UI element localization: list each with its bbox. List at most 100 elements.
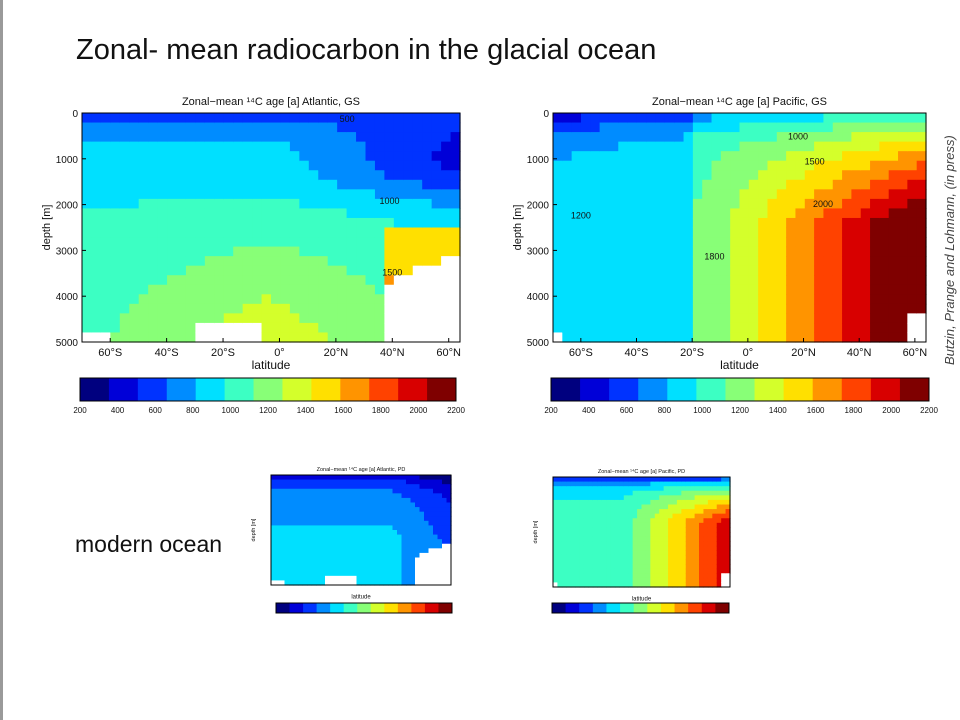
heatmap-cell (580, 122, 591, 133)
heatmap-cell (703, 477, 709, 483)
heatmap-cell (299, 113, 310, 124)
heatmap-cell (393, 322, 404, 334)
heatmap-cell (650, 545, 656, 551)
heatmap-cell (325, 548, 331, 554)
heatmap-cell (694, 532, 700, 538)
heatmap-cell (316, 484, 322, 490)
heatmap-cell (392, 475, 398, 481)
heatmap-cell (346, 303, 357, 314)
heatmap-cell (401, 534, 407, 540)
heatmap-cell (739, 198, 750, 210)
heatmap-cell (720, 151, 731, 162)
heatmap-cell (776, 227, 787, 238)
heatmap-cell (566, 495, 572, 501)
heatmap-cell (562, 189, 573, 200)
heatmap-cell (379, 557, 385, 563)
heatmap-cell (384, 332, 395, 343)
heatmap-cell (571, 284, 582, 295)
heatmap-cell (334, 475, 340, 481)
heatmap-cell (308, 313, 319, 324)
heatmap-cell (628, 527, 634, 533)
heatmap-cell (619, 522, 625, 529)
heatmap-cell (446, 548, 452, 554)
heatmap-cell (347, 562, 353, 568)
heatmap-cell (618, 170, 629, 181)
heatmap-cell (655, 151, 666, 162)
heatmap-cell (570, 554, 576, 561)
heatmap-cell (223, 179, 234, 190)
heatmap-cell (91, 303, 102, 314)
heatmap-cell (804, 284, 815, 295)
heatmap-cell (412, 179, 423, 190)
heatmap-cell (82, 179, 93, 190)
heatmap-cell (804, 256, 815, 267)
contour-label: 1800 (704, 252, 724, 262)
heatmap-cell (393, 179, 404, 190)
heatmap-cell (712, 550, 718, 556)
heatmap-cell (424, 507, 430, 513)
heatmap-cell (347, 571, 353, 577)
heatmap-cell (361, 552, 367, 559)
heatmap-cell (601, 513, 607, 519)
heatmap-cell (338, 493, 344, 499)
heatmap-cell (289, 313, 300, 324)
heatmap-cell (699, 554, 705, 561)
heatmap-cell (401, 539, 407, 545)
heatmap-cell (851, 256, 862, 267)
heatmap-cell (275, 543, 281, 549)
heatmap-cell (655, 132, 666, 143)
heatmap-cell (252, 265, 263, 276)
heatmap-cell (553, 527, 559, 533)
heatmap-cell (619, 481, 625, 487)
heatmap-cell (261, 246, 272, 257)
heatmap-cell (610, 532, 616, 538)
heatmap-cell (289, 580, 295, 586)
heatmap-cell (356, 313, 367, 324)
heatmap-cell (419, 534, 425, 540)
heatmap-cell (242, 246, 253, 257)
heatmap-cell (437, 497, 443, 504)
heatmap-cell (694, 527, 700, 533)
heatmap-cell (685, 499, 691, 506)
heatmap-cell (758, 256, 769, 267)
heatmap-cell (832, 303, 843, 314)
heatmap-cell (356, 246, 367, 257)
colorbar-swatch (343, 603, 358, 613)
heatmap-cell (280, 580, 286, 586)
heatmap-cell (308, 113, 319, 124)
heatmap-cell (204, 198, 215, 210)
heatmap-cell (167, 132, 178, 143)
heatmap-cell (610, 513, 616, 519)
heatmap-cell (606, 513, 612, 519)
heatmap-cell (329, 484, 335, 490)
heatmap-cell (599, 179, 610, 190)
heatmap-cell (599, 303, 610, 314)
heatmap-cell (289, 525, 295, 531)
heatmap-cell (725, 477, 731, 483)
heatmap-cell (275, 516, 281, 522)
heatmap-cell (707, 554, 713, 561)
heatmap-cell (553, 313, 563, 324)
heatmap-cell (412, 151, 423, 162)
heatmap-cell (397, 484, 403, 490)
heatmap-cell (100, 208, 111, 219)
heatmap-cell (379, 502, 385, 508)
heatmap-cell (562, 160, 573, 171)
heatmap-cell (650, 527, 656, 533)
heatmap-cell (214, 141, 225, 152)
heatmap-cell (129, 275, 140, 286)
heatmap-cell (110, 160, 121, 171)
heatmap-cell (442, 497, 448, 504)
heatmap-cell (608, 265, 619, 276)
heatmap-cell (645, 554, 651, 561)
colorbar-swatch (289, 603, 304, 613)
heatmap-cell (720, 113, 731, 124)
heatmap-cell (842, 189, 852, 200)
heatmap-cell (334, 548, 340, 554)
heatmap-cell (860, 275, 871, 286)
heatmap-cell (690, 559, 696, 565)
heatmap-cell (284, 516, 290, 522)
heatmap-cell (271, 246, 282, 257)
heatmap-cell (374, 303, 385, 314)
heatmap-cell (298, 557, 304, 563)
